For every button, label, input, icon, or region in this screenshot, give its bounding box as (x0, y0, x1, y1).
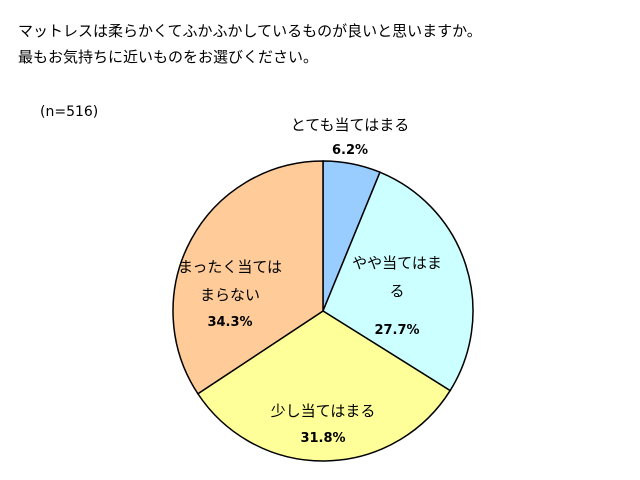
sample-size: (n=516) (40, 104, 99, 120)
slice-percent-label: 6.2% (332, 143, 368, 158)
pie-slice (322, 171, 474, 392)
slice-percent-label: 34.3% (207, 315, 252, 330)
slice-label: まらない (200, 286, 260, 304)
slice-label: る (389, 282, 404, 300)
slice-percent-label: 27.7% (374, 323, 419, 338)
slice-label: とても当てはまる (291, 116, 410, 134)
slice-label: 少し当てはまる (271, 402, 376, 420)
question-line-2: 最もお気持ちに近いものをお選びください。 (18, 48, 319, 66)
slice-label: まったく当ては (178, 258, 282, 276)
pie-slice (196, 310, 452, 462)
slice-percent-label: 31.8% (300, 431, 345, 446)
question-line-1: マットレスは柔らかくてふかふかしているものが良いと思いますか。 (18, 22, 482, 40)
pie-slice (172, 160, 324, 395)
slice-label: やや当てはま (352, 254, 442, 272)
